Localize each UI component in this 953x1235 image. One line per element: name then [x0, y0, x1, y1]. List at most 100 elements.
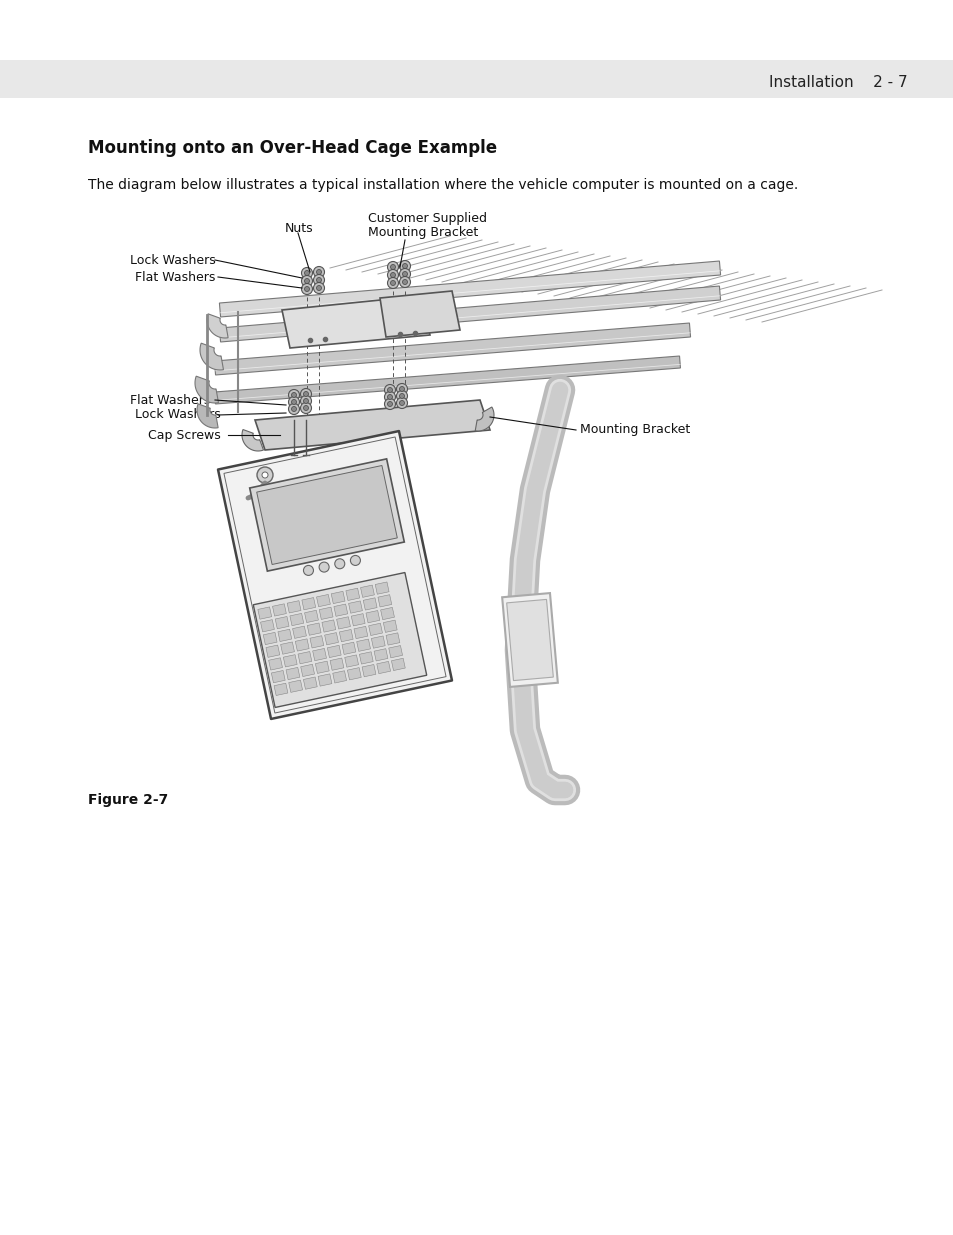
- Circle shape: [384, 391, 395, 403]
- Circle shape: [384, 399, 395, 410]
- Polygon shape: [319, 608, 333, 620]
- Polygon shape: [303, 677, 317, 689]
- Polygon shape: [356, 638, 370, 651]
- Polygon shape: [304, 610, 318, 622]
- Polygon shape: [290, 614, 303, 626]
- Text: Customer Supplied: Customer Supplied: [368, 211, 486, 225]
- Polygon shape: [375, 582, 389, 594]
- Polygon shape: [371, 636, 385, 648]
- Polygon shape: [313, 648, 326, 661]
- Text: Installation    2 - 7: Installation 2 - 7: [768, 74, 907, 89]
- Polygon shape: [214, 356, 679, 404]
- Text: Figure 2-7: Figure 2-7: [88, 793, 168, 806]
- Circle shape: [301, 275, 313, 287]
- Circle shape: [303, 566, 314, 576]
- Polygon shape: [359, 652, 373, 664]
- Circle shape: [350, 556, 360, 566]
- Polygon shape: [339, 630, 353, 642]
- Polygon shape: [380, 608, 394, 620]
- Polygon shape: [254, 400, 490, 450]
- Polygon shape: [286, 667, 299, 679]
- Polygon shape: [351, 614, 365, 626]
- Circle shape: [390, 273, 395, 278]
- Polygon shape: [260, 620, 274, 632]
- Polygon shape: [293, 626, 306, 638]
- Polygon shape: [277, 629, 292, 641]
- Polygon shape: [327, 646, 341, 657]
- Circle shape: [316, 285, 321, 290]
- Circle shape: [262, 472, 268, 478]
- Circle shape: [316, 278, 321, 283]
- Polygon shape: [346, 588, 359, 600]
- Circle shape: [396, 384, 407, 394]
- Text: The diagram below illustrates a typical installation where the vehicle computer : The diagram below illustrates a typical …: [88, 178, 798, 191]
- Circle shape: [402, 279, 407, 284]
- Polygon shape: [386, 632, 399, 645]
- Polygon shape: [363, 598, 376, 610]
- Circle shape: [304, 287, 309, 291]
- Polygon shape: [300, 664, 314, 677]
- Polygon shape: [301, 598, 315, 610]
- Polygon shape: [219, 261, 720, 317]
- Polygon shape: [271, 671, 285, 683]
- Circle shape: [314, 267, 324, 278]
- Polygon shape: [273, 604, 286, 616]
- Circle shape: [384, 384, 395, 395]
- Circle shape: [390, 280, 395, 285]
- Circle shape: [292, 399, 296, 405]
- Polygon shape: [374, 648, 388, 661]
- Text: Cap Screws: Cap Screws: [148, 429, 220, 441]
- Circle shape: [319, 562, 329, 572]
- Circle shape: [387, 388, 392, 393]
- Bar: [0, 61, 953, 98]
- Circle shape: [304, 279, 309, 284]
- Polygon shape: [289, 680, 302, 693]
- Circle shape: [304, 270, 309, 275]
- Polygon shape: [280, 642, 294, 655]
- Circle shape: [288, 404, 299, 415]
- Polygon shape: [266, 645, 279, 657]
- Text: Mounting Bracket: Mounting Bracket: [579, 424, 690, 436]
- Polygon shape: [388, 646, 402, 658]
- Polygon shape: [379, 291, 459, 337]
- Polygon shape: [253, 573, 426, 708]
- Polygon shape: [391, 658, 405, 671]
- Polygon shape: [368, 624, 382, 636]
- Polygon shape: [376, 662, 390, 673]
- Polygon shape: [214, 324, 690, 375]
- Polygon shape: [269, 658, 282, 671]
- Circle shape: [390, 264, 395, 269]
- Circle shape: [300, 395, 312, 406]
- Text: Flat Washers: Flat Washers: [135, 270, 215, 284]
- Text: Nuts: Nuts: [285, 221, 314, 235]
- Circle shape: [288, 396, 299, 408]
- Polygon shape: [274, 616, 289, 629]
- Polygon shape: [282, 296, 430, 348]
- Text: Mounting onto an Over-Head Cage Example: Mounting onto an Over-Head Cage Example: [88, 140, 497, 157]
- Circle shape: [303, 405, 308, 410]
- Circle shape: [300, 403, 312, 414]
- Text: Flat Washers: Flat Washers: [130, 394, 211, 406]
- Polygon shape: [218, 431, 452, 719]
- Polygon shape: [316, 594, 330, 606]
- Polygon shape: [256, 466, 396, 564]
- Polygon shape: [242, 430, 263, 451]
- Circle shape: [399, 400, 404, 405]
- Circle shape: [396, 398, 407, 409]
- Polygon shape: [219, 287, 720, 342]
- Circle shape: [402, 272, 407, 277]
- Polygon shape: [287, 600, 301, 613]
- Circle shape: [301, 284, 313, 294]
- Polygon shape: [197, 404, 218, 429]
- Polygon shape: [207, 314, 228, 338]
- Polygon shape: [331, 592, 345, 604]
- Polygon shape: [342, 642, 355, 655]
- Polygon shape: [377, 595, 392, 606]
- Circle shape: [399, 268, 410, 279]
- Polygon shape: [263, 632, 276, 645]
- Polygon shape: [366, 610, 379, 622]
- Polygon shape: [506, 599, 553, 680]
- Circle shape: [292, 406, 296, 411]
- Polygon shape: [283, 655, 296, 667]
- Polygon shape: [330, 658, 343, 671]
